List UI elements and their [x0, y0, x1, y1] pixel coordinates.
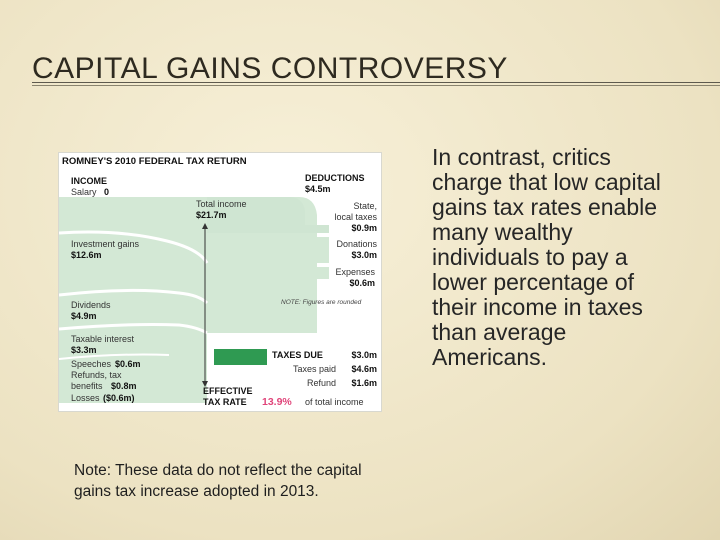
body-paragraph: In contrast, critics charge that low cap…	[432, 144, 661, 370]
tax-return-figure: ROMNEY'S 2010 FEDERAL TAX RETURN INCOME …	[58, 152, 382, 412]
dividends-label: Dividends	[71, 300, 111, 310]
figure-footer-space	[59, 403, 381, 411]
figure-header-bar	[59, 153, 381, 169]
refunds-value: $0.8m	[111, 381, 137, 391]
title-divider	[32, 82, 720, 83]
effective-rate: 13.9%	[262, 396, 292, 408]
taxes-due-label: TAXES DUE	[272, 350, 323, 360]
total-income-label: Total income	[196, 199, 247, 209]
slide-title: CAPITAL GAINS CONTROVERSY	[32, 52, 508, 85]
expenses-value: $0.6m	[349, 278, 375, 288]
deductions-header: DEDUCTIONS	[305, 173, 365, 183]
taxes-due-block	[214, 349, 267, 365]
dividends-value: $4.9m	[71, 311, 97, 321]
rounding-note: NOTE: Figures are rounded	[281, 299, 362, 306]
refund-value: $1.6m	[351, 378, 377, 388]
deductions-value: $4.5m	[305, 184, 331, 194]
investment-label: Investment gains	[71, 239, 140, 249]
losses-label: Losses	[71, 393, 100, 403]
stream-separator-3	[59, 323, 208, 335]
state-value: $0.9m	[351, 223, 377, 233]
state-taxes-flow	[207, 197, 329, 233]
donations-value: $3.0m	[351, 250, 377, 260]
interest-value: $3.3m	[71, 345, 97, 355]
title-divider-shadow	[32, 85, 720, 86]
donations-label: Donations	[336, 239, 377, 249]
refund-label: Refund	[307, 378, 336, 388]
stream-separator-4	[59, 353, 170, 360]
effective-label-1: EFFECTIVE	[203, 386, 253, 396]
stream-separator-2	[59, 288, 209, 305]
arrow-head-top	[202, 223, 208, 229]
salary-value: 0	[104, 187, 109, 197]
interest-label: Taxable interest	[71, 334, 135, 344]
effective-label-2: TAX RATE	[203, 397, 247, 407]
refunds-label-1: Refunds, tax	[71, 370, 122, 380]
speeches-value: $0.6m	[115, 359, 141, 369]
footnote: Note: These data do not reflect the capi…	[74, 462, 362, 500]
income-header: INCOME	[71, 176, 107, 186]
state-label-2: local taxes	[334, 212, 377, 222]
salary-label: Salary	[71, 187, 97, 197]
taxes-paid-value: $4.6m	[351, 364, 377, 374]
effective-suffix: of total income	[305, 397, 364, 407]
refunds-label-2: benefits	[71, 381, 103, 391]
investment-value: $12.6m	[71, 250, 102, 260]
sankey-diagram: ROMNEY'S 2010 FEDERAL TAX RETURN INCOME …	[59, 153, 381, 411]
arrow-head-bottom	[202, 381, 208, 387]
speeches-label: Speeches	[71, 359, 112, 369]
figure-title: ROMNEY'S 2010 FEDERAL TAX RETURN	[62, 156, 247, 167]
total-income-value: $21.7m	[196, 210, 227, 220]
taxes-due-value: $3.0m	[351, 350, 377, 360]
stream-separator-1	[59, 230, 209, 264]
losses-value: ($0.6m)	[103, 393, 135, 403]
donations-flow	[219, 237, 329, 263]
taxes-paid-label: Taxes paid	[293, 364, 336, 374]
expenses-flow	[219, 267, 329, 279]
state-label-1: State,	[353, 201, 377, 211]
taxes-panel	[207, 333, 381, 411]
expenses-label: Expenses	[335, 267, 375, 277]
